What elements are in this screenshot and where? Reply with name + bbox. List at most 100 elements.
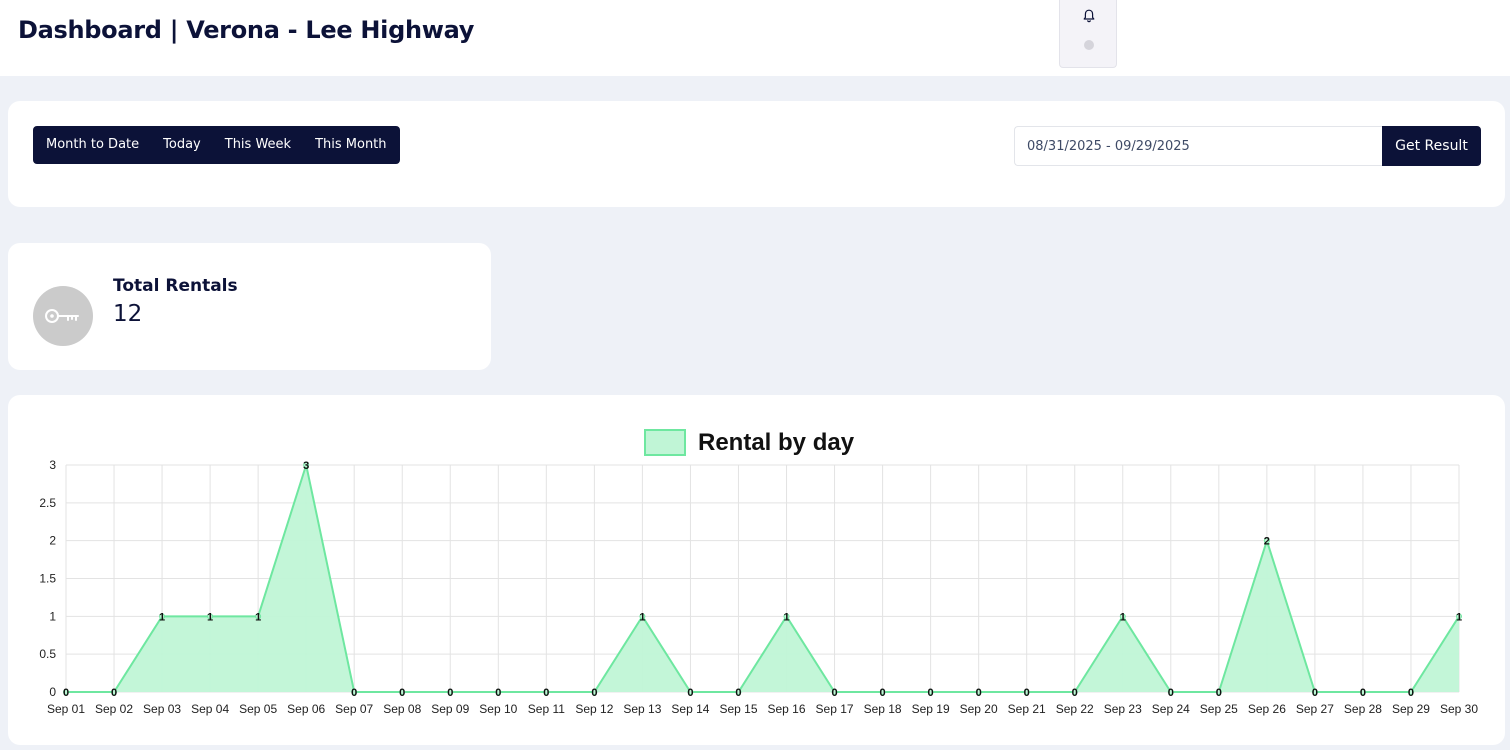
data-label: 0 [1024,687,1030,699]
date-range-input[interactable] [1014,126,1382,166]
data-label: 1 [639,611,645,623]
y-tick-label: 1 [49,609,56,623]
key-icon-circle [33,286,93,346]
y-tick-label: 1.5 [39,572,56,586]
data-label: 0 [399,687,405,699]
data-label: 0 [687,687,693,699]
data-point [543,689,550,695]
data-point [159,613,166,620]
x-tick-label: Sep 20 [960,702,998,716]
data-label: 0 [111,687,117,699]
x-tick-label: Sep 24 [1152,702,1190,716]
data-label: 0 [1312,687,1318,699]
x-tick-label: Sep 13 [623,702,661,716]
data-point [735,689,742,695]
data-point [975,689,982,695]
data-label: 0 [543,687,549,699]
data-point [1119,613,1126,620]
x-tick-label: Sep 27 [1296,702,1334,716]
data-point [1071,689,1078,695]
data-point [207,613,214,620]
data-label: 0 [1072,687,1078,699]
data-label: 1 [783,611,789,623]
data-label: 0 [976,687,982,699]
data-point [351,689,358,695]
data-label: 1 [1456,611,1462,623]
x-tick-label: Sep 22 [1056,702,1094,716]
x-tick-label: Sep 08 [383,702,421,716]
x-tick-label: Sep 03 [143,702,181,716]
data-point [63,689,69,695]
x-tick-label: Sep 16 [767,702,805,716]
data-label: 1 [1120,611,1126,623]
data-point [495,689,502,695]
x-tick-label: Sep 23 [1104,702,1142,716]
x-tick-label: Sep 19 [912,702,950,716]
data-point [687,689,694,695]
data-point [1167,689,1174,695]
data-point [1023,689,1030,695]
y-tick-label: 3 [49,458,56,472]
y-tick-label: 2.5 [39,496,56,510]
data-label: 0 [591,687,597,699]
data-point [879,689,886,695]
legend-swatch [644,429,686,456]
x-tick-label: Sep 07 [335,702,373,716]
bell-icon [1083,9,1095,23]
data-point [1359,689,1366,695]
x-tick-label: Sep 12 [575,702,613,716]
x-tick-label: Sep 10 [479,702,517,716]
data-point [1456,613,1462,620]
data-point [447,689,454,695]
y-tick-label: 0.5 [39,647,56,661]
data-point [303,462,310,468]
rental-by-day-chart: Rental by day 0 0.5 1 1.5 2 2.5 3 Sep 01 Sep 02 Se… [39,429,1478,716]
x-tick-label: Sep 04 [191,702,229,716]
month-to-date-button[interactable]: Month to Date [46,137,140,152]
data-label: 2 [1264,536,1270,548]
data-label: 1 [255,611,261,623]
x-tick-label: Sep 06 [287,702,325,716]
x-tick-label: Sep 26 [1248,702,1286,716]
get-result-button[interactable]: Get Result [1382,126,1481,166]
x-tick-label: Sep 21 [1008,702,1046,716]
total-rentals-card: Total Rentals 12 [8,243,491,370]
data-point [639,613,646,620]
y-tick-label: 0 [49,685,56,699]
data-label: 1 [159,611,165,623]
x-tick-label: Sep 05 [239,702,277,716]
legend-label: Rental by day [698,429,855,456]
notification-status-dot [1084,40,1094,50]
y-tick-label: 2 [49,534,56,548]
data-point [591,689,598,695]
this-month-button[interactable]: This Month [315,137,387,152]
x-tick-label: Sep 15 [719,702,757,716]
data-label: 0 [63,687,69,699]
top-bar: Dashboard | Verona - Lee Highway [0,0,1510,76]
data-point [1407,689,1414,695]
key-icon [45,309,79,323]
x-tick-label: Sep 18 [864,702,902,716]
x-tick-label: Sep 02 [95,702,133,716]
x-tick-label: Sep 01 [47,702,85,716]
data-label: 0 [831,687,837,699]
range-button-group: Month to Date Today This Week This Month [33,126,400,164]
x-tick-label: Sep 28 [1344,702,1382,716]
this-week-button[interactable]: This Week [224,137,292,152]
data-label: 1 [207,611,213,623]
data-label: 0 [447,687,453,699]
series-line [66,461,1460,693]
notifications-button[interactable] [1059,0,1117,68]
total-rentals-value: 12 [113,301,143,327]
data-label: 0 [495,687,501,699]
data-label: 0 [1360,687,1366,699]
x-tick-label: Sep 29 [1392,702,1430,716]
x-tick-label: Sep 14 [671,702,709,716]
data-label: 0 [880,687,886,699]
data-label: 0 [351,687,357,699]
data-point [111,689,118,695]
data-point [255,613,262,620]
series-area [66,465,1459,692]
data-label: 0 [1168,687,1174,699]
today-button[interactable]: Today [163,137,201,152]
